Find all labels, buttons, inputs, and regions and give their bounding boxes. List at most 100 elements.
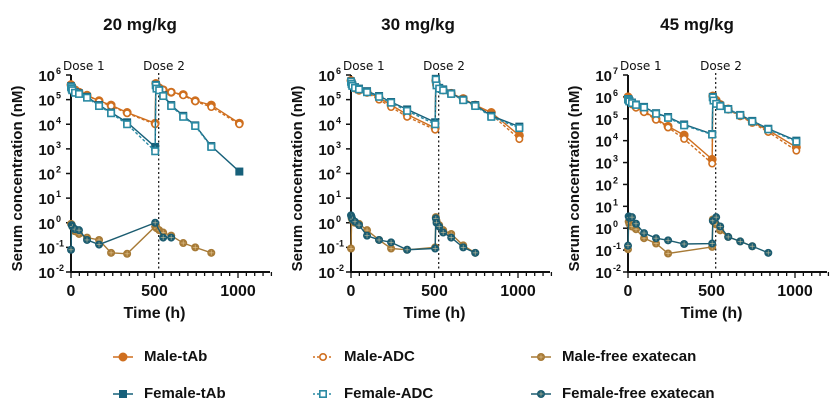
legend-marker-male-tab-icon [113,352,133,361]
data-point [664,249,673,258]
data-point [107,109,116,118]
y-tick-label: 10 [595,265,612,282]
data-point [664,123,673,132]
data-point [179,112,188,121]
data-point [235,167,244,176]
data-point [624,241,632,250]
y-tick-exponent: 5 [336,91,341,101]
y-tick-label: 10 [318,167,335,184]
data-point [447,233,456,242]
data-point [632,219,641,228]
legend-label: Male-free exatecan [562,348,697,365]
legend-label: Male-ADC [344,348,415,365]
legend-label: Female-tAb [144,385,226,402]
y-tick-label: 10 [595,177,612,194]
y-tick-label: 10 [595,243,612,260]
data-point [167,88,176,97]
legend-item-female-tab: Female-tAb [112,385,226,402]
panel-title: 45 mg/kg [660,15,734,34]
data-point [107,102,116,111]
data-point [680,121,689,130]
data-point [664,113,673,122]
y-tick-label: 10 [38,216,55,233]
y-tick-exponent: 1 [56,189,61,199]
y-tick-exponent: -2 [336,263,344,273]
legend-label: Male-tAb [144,348,208,365]
series-female_free [67,218,176,254]
data-point [435,222,444,231]
y-tick-exponent: -1 [336,238,344,248]
data-point [439,86,448,95]
data-point [447,89,456,98]
y-tick-label: 10 [318,240,335,257]
y-tick-exponent: -2 [613,263,621,273]
y-tick-label: 10 [38,93,55,110]
data-point [159,92,168,101]
data-point [75,89,84,98]
panel-title: 20 mg/kg [103,15,177,34]
data-point [387,244,396,253]
y-tick-label: 10 [38,191,55,208]
y-tick-exponent: -1 [613,241,621,251]
y-tick-exponent: 1 [613,197,618,207]
data-point [403,245,412,254]
data-point [155,86,164,95]
data-point [716,102,725,111]
y-tick-label: 10 [38,68,55,85]
data-point [191,97,200,106]
y-tick-label: 10 [38,142,55,159]
panel-title: 30 mg/kg [381,15,455,34]
data-point [235,120,244,129]
data-point [459,96,468,105]
data-point [708,130,717,139]
y-tick-exponent: -1 [56,238,64,248]
dose-annotation: Dose 1 [620,59,662,73]
legend-item-female-free: Female-free exatecan [530,385,715,402]
data-point [179,91,188,100]
x-tick-label: 1000 [500,283,536,300]
y-tick-label: 10 [318,191,335,208]
data-point [123,109,132,118]
data-point [151,218,160,227]
data-point [387,98,396,107]
data-point [632,100,641,109]
y-tick-label: 10 [318,265,335,282]
y-tick-label: 10 [595,90,612,107]
data-point [83,93,92,102]
data-point [680,240,689,249]
y-tick-label: 10 [318,93,335,110]
legend-label: Female-ADC [344,385,434,402]
y-tick-label: 10 [38,265,55,282]
legend-marker [119,389,127,398]
data-point [628,213,637,222]
legend: Male-tAb Male-ADC Male-free exatecan Fem… [0,338,830,414]
legend-label: Female-free exatecan [562,385,715,402]
data-point [640,103,649,112]
dose-annotation: Dose 2 [143,59,185,73]
data-point [680,134,689,143]
y-axis-label: Serum concentration (nM) [566,86,583,272]
data-point [736,111,745,120]
data-point [179,239,188,248]
data-point [107,248,116,257]
y-tick-exponent: 3 [336,140,341,150]
x-tick-label: 0 [624,283,633,300]
data-point [95,102,104,111]
y-tick-label: 10 [595,156,612,173]
data-point [151,147,160,156]
series-female_adc [623,93,801,146]
y-tick-exponent: -2 [56,263,64,273]
series-female_adc [67,81,216,156]
y-tick-exponent: 6 [56,66,61,76]
y-tick-exponent: 2 [613,175,618,185]
data-point [83,235,92,244]
y-tick-label: 10 [318,142,335,159]
x-tick-label: 1000 [220,283,256,300]
y-tick-label: 10 [318,117,335,134]
data-point [363,231,372,240]
data-point [159,233,168,242]
legend-marker [537,389,545,398]
data-point [708,159,717,168]
y-tick-exponent: 6 [336,66,341,76]
